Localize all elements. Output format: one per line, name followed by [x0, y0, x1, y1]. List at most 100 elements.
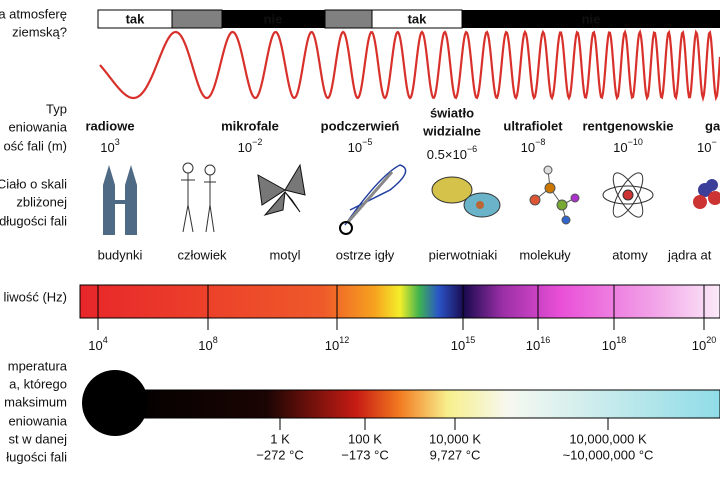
base: 10 [521, 140, 535, 155]
exponent: −6 [467, 144, 477, 154]
power-label: 10−8 [521, 137, 546, 155]
exponent: −10 [628, 137, 643, 147]
thermometer-bulb [82, 370, 148, 436]
object-label: człowiek [177, 247, 227, 262]
bar-segment [324, 9, 373, 29]
base: 10 [325, 338, 339, 353]
base: 10 [198, 338, 212, 353]
exponent: −8 [535, 137, 545, 147]
row-label: maksimum [4, 394, 67, 409]
base: 10 [692, 338, 706, 353]
base: 10 [613, 140, 627, 155]
base: 0.5×10 [427, 147, 467, 162]
object-label: ostrze igły [336, 247, 395, 262]
icon-protozoa [431, 176, 501, 218]
icon-butterfly [257, 163, 306, 216]
wave [99, 29, 720, 103]
object-label: budynki [98, 247, 143, 262]
row-label: ługości fali [6, 449, 67, 464]
type-name: mikrofale [221, 118, 279, 133]
exponent: 4 [103, 335, 108, 345]
exponent: 12 [339, 335, 349, 345]
row-label: Typ [46, 101, 67, 116]
row-label: zbliżonej [16, 194, 67, 209]
row-label: eniowania [8, 119, 67, 134]
celsius-label: ~10,000,000 °C [563, 447, 654, 462]
base: 10 [100, 140, 114, 155]
row-label: a atmosferę [0, 6, 67, 21]
base: 10 [451, 338, 465, 353]
base: 10 [697, 140, 711, 155]
atmosphere-bar [97, 9, 720, 29]
exponent: 16 [540, 335, 550, 345]
row-label: ziemską? [12, 24, 67, 39]
kelvin-label: 10,000 K [429, 431, 481, 446]
power-label: 1016 [526, 335, 550, 353]
row-label: liwość (Hz) [3, 289, 67, 304]
object-label: pierwotniaki [429, 247, 498, 262]
exponent: −2 [252, 137, 262, 147]
bar-label: tak [126, 11, 146, 26]
icon-nucleus [693, 179, 720, 209]
type-name: radiowe [85, 118, 134, 133]
power-label: 10− [697, 137, 717, 155]
base: 10 [602, 338, 616, 353]
frequency-bar [79, 284, 720, 319]
base: 10 [526, 338, 540, 353]
base: 10 [348, 140, 362, 155]
icon-needle [339, 164, 407, 235]
kelvin-label: 10,000,000 K [569, 431, 647, 446]
power-label: 10−2 [238, 137, 263, 155]
power-label: 0.5×10−6 [427, 144, 477, 162]
bar-label: nie [582, 11, 601, 26]
row-label: długości fali [0, 213, 67, 228]
celsius-label: 9,727 °C [430, 447, 481, 462]
bar-segment [462, 10, 720, 28]
celsius-label: −173 °C [341, 447, 388, 462]
power-label: 108 [198, 335, 217, 353]
exponent: 3 [115, 137, 120, 147]
power-label: 1015 [451, 335, 475, 353]
type-name: światło [430, 105, 474, 120]
icon-molecule [529, 165, 580, 225]
exponent: 8 [213, 335, 218, 345]
power-label: 1012 [325, 335, 349, 353]
bar-segment [222, 10, 325, 28]
row-label: a, którego [9, 376, 67, 391]
row-label: st w danej [8, 431, 67, 446]
power-label: 1018 [602, 335, 626, 353]
type-name: ultrafiolet [503, 118, 563, 133]
bar-label: tak [408, 11, 428, 26]
power-label: 103 [100, 137, 119, 155]
bar-segment [171, 9, 223, 29]
power-label: 10−5 [348, 137, 373, 155]
thermometer-tube [114, 389, 720, 419]
kelvin-label: 1 K [270, 431, 290, 446]
row-label: ość fali (m) [3, 138, 67, 153]
exponent: 20 [706, 335, 716, 345]
icon-buildings [103, 165, 137, 235]
type-name: rentgenowskie [582, 118, 673, 133]
power-label: 1020 [692, 335, 716, 353]
exponent: 15 [465, 335, 475, 345]
power-label: 104 [88, 335, 107, 353]
type-name: widzialne [422, 123, 481, 138]
icon-atom [602, 172, 654, 218]
exponent: −5 [362, 137, 372, 147]
exponent: − [711, 137, 716, 147]
row-label: Ciało o skali [0, 176, 67, 191]
celsius-label: −272 °C [256, 447, 303, 462]
object-label: motyl [269, 247, 300, 262]
kelvin-label: 100 K [348, 431, 382, 446]
object-label: molekuły [519, 247, 571, 262]
icon-humans [181, 162, 216, 233]
bar-label: nie [264, 11, 283, 26]
row-label: eniowania [8, 413, 67, 428]
type-name: gam [705, 118, 720, 133]
base: 10 [88, 338, 102, 353]
row-label: mperatura [8, 358, 68, 373]
object-label: jądra at [667, 247, 712, 262]
exponent: 18 [616, 335, 626, 345]
base: 10 [238, 140, 252, 155]
